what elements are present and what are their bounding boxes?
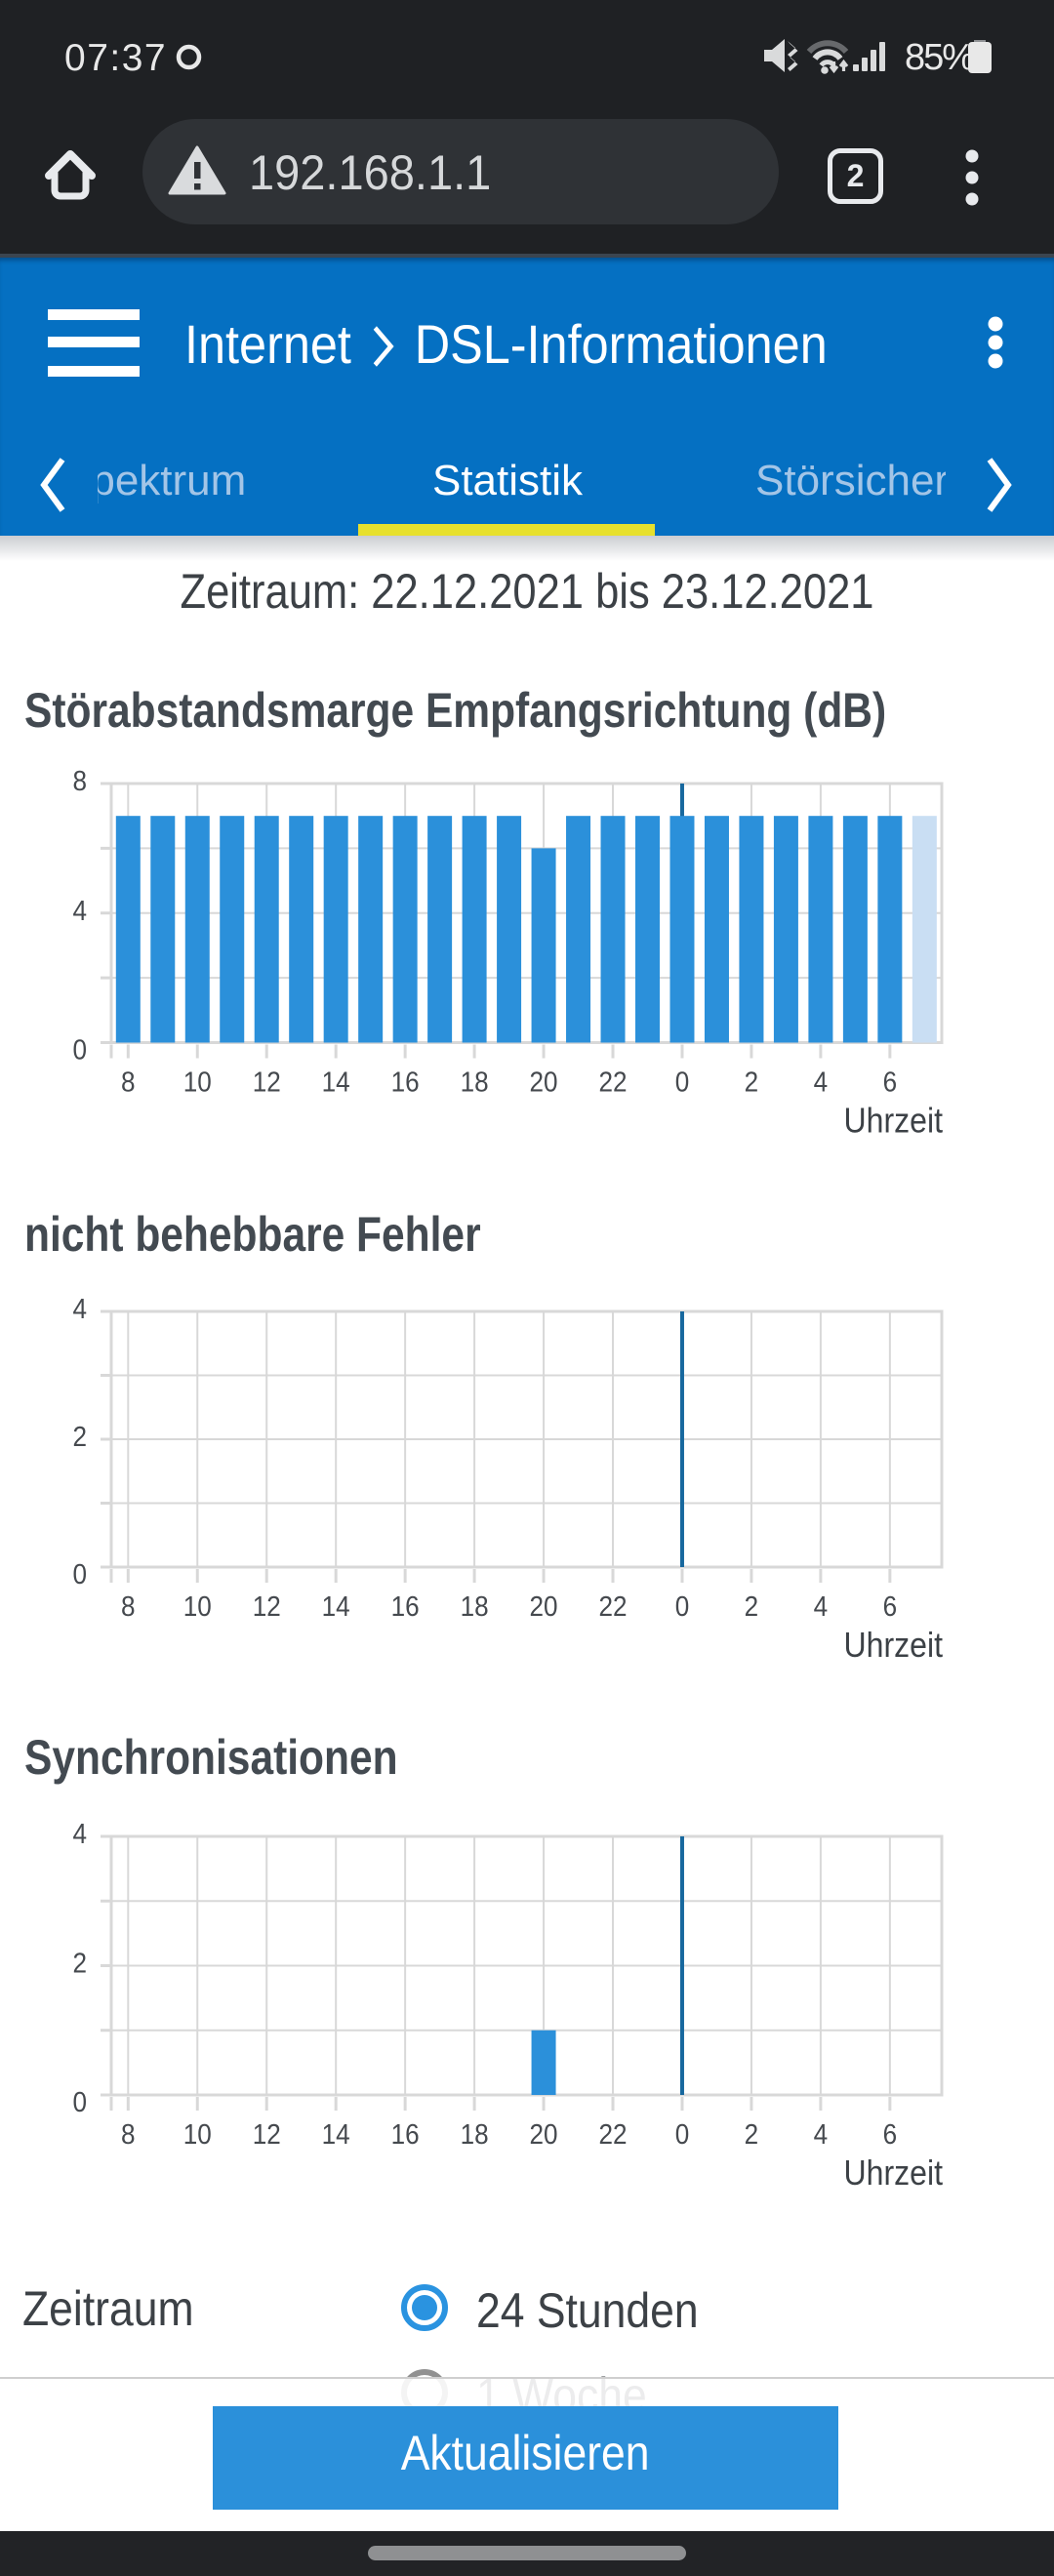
svg-text:22: 22 (599, 1066, 628, 1098)
svg-text:0: 0 (675, 2118, 690, 2151)
svg-text:10: 10 (183, 1590, 212, 1623)
svg-text:6: 6 (883, 2118, 898, 2151)
svg-text:12: 12 (253, 2118, 281, 2151)
svg-text:8: 8 (121, 1066, 136, 1098)
svg-text:0: 0 (72, 1558, 87, 1590)
svg-text:18: 18 (461, 1590, 489, 1623)
svg-text:2: 2 (745, 2118, 759, 2151)
svg-text:10: 10 (183, 2118, 212, 2151)
svg-text:16: 16 (391, 1066, 420, 1098)
svg-text:4: 4 (814, 1590, 829, 1623)
svg-text:2: 2 (745, 1590, 759, 1623)
svg-text:20: 20 (530, 1066, 558, 1098)
svg-text:85%: 85% (905, 39, 975, 74)
svg-text:Uhrzeit: Uhrzeit (844, 2153, 944, 2193)
svg-text:20: 20 (530, 1590, 558, 1623)
svg-text:2: 2 (745, 1066, 759, 1098)
svg-text:4: 4 (72, 1293, 87, 1325)
svg-text:Uhrzeit: Uhrzeit (844, 1102, 944, 1141)
svg-text:14: 14 (322, 1066, 350, 1098)
svg-text:6: 6 (883, 1590, 898, 1623)
svg-text:Uhrzeit: Uhrzeit (844, 1626, 944, 1665)
svg-text:12: 12 (253, 1590, 281, 1623)
svg-text:6: 6 (883, 1066, 898, 1098)
svg-text:2: 2 (72, 1947, 87, 1979)
svg-text:8: 8 (121, 2118, 136, 2151)
svg-text:8: 8 (121, 1590, 136, 1623)
svg-text:8: 8 (72, 765, 87, 797)
svg-text:0: 0 (72, 1033, 87, 1066)
svg-text:22: 22 (599, 1590, 628, 1623)
svg-text:2: 2 (72, 1421, 87, 1453)
svg-text:14: 14 (322, 1590, 350, 1623)
svg-text:20: 20 (530, 2118, 558, 2151)
svg-text:18: 18 (461, 1066, 489, 1098)
svg-text:22: 22 (599, 2118, 628, 2151)
svg-text:4: 4 (814, 1066, 829, 1098)
svg-text:16: 16 (391, 1590, 420, 1623)
svg-text:14: 14 (322, 2118, 350, 2151)
svg-text:16: 16 (391, 2118, 420, 2151)
svg-text:12: 12 (253, 1066, 281, 1098)
svg-text:18: 18 (461, 2118, 489, 2151)
svg-text:10: 10 (183, 1066, 212, 1098)
svg-text:4: 4 (72, 1818, 87, 1850)
svg-text:0: 0 (675, 1066, 690, 1098)
svg-text:4: 4 (814, 2118, 829, 2151)
svg-text:4: 4 (72, 894, 87, 926)
svg-text:0: 0 (675, 1590, 690, 1623)
svg-text:0: 0 (72, 2086, 87, 2118)
